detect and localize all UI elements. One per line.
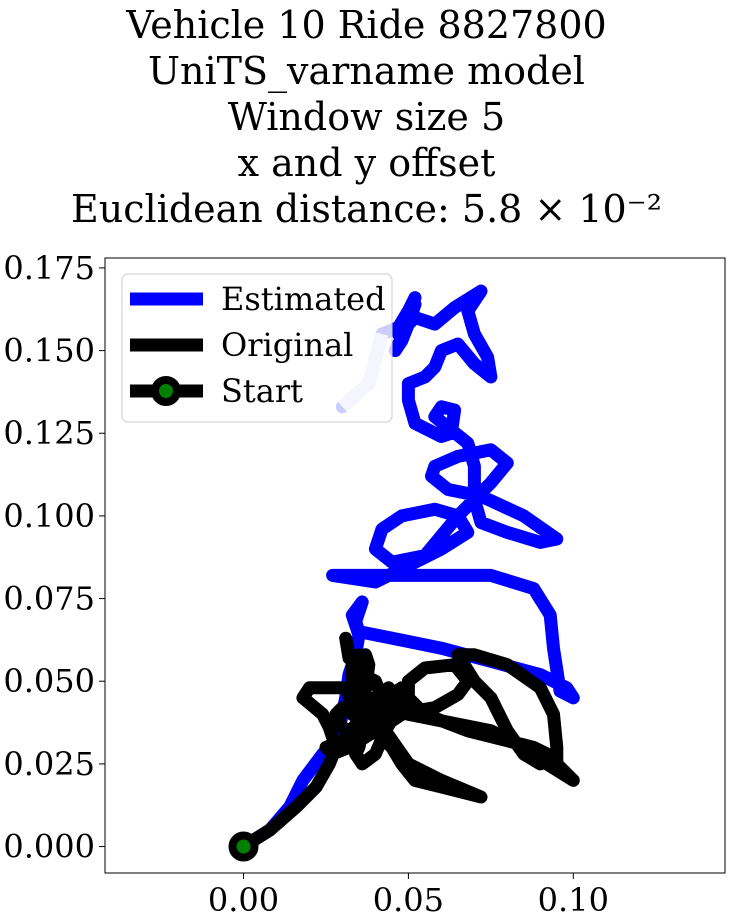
- y-axis: 0.000 0.025 0.050 0.075 0.100 0.125 0.150 0.175: [3, 249, 105, 866]
- y-tick-label: 0.025: [3, 745, 95, 783]
- x-axis: 0.00 0.05 0.10: [208, 873, 609, 919]
- start-marker: [228, 831, 259, 862]
- x-tick-label: 0.10: [538, 881, 609, 919]
- y-tick-label: 0.175: [3, 249, 95, 287]
- series-line-estimated: [237, 284, 580, 853]
- x-tick-label: 0.00: [208, 881, 279, 919]
- y-tick-label: 0.000: [3, 828, 95, 866]
- y-tick-label: 0.050: [3, 662, 95, 700]
- series-line-original: [237, 631, 580, 853]
- x-tick-label: 0.05: [373, 881, 444, 919]
- legend-label-estimated: Estimated: [221, 280, 386, 318]
- y-tick-label: 0.125: [3, 414, 95, 452]
- chart-title: Vehicle 10 Ride 8827800 UniTS_varname mo…: [0, 2, 733, 232]
- title-line-1: Vehicle 10 Ride 8827800: [126, 3, 607, 47]
- y-tick-label: 0.100: [3, 497, 95, 535]
- legend-label-original: Original: [221, 326, 353, 364]
- legend-label-start: Start: [221, 372, 303, 410]
- legend-start-marker: [151, 376, 181, 406]
- y-tick-label: 0.150: [3, 332, 95, 370]
- title-line-4: x and y offset: [237, 141, 496, 185]
- title-line-3: Window size 5: [227, 95, 506, 139]
- title-line-5: Euclidean distance: 5.8 × 10⁻²: [71, 187, 662, 231]
- y-tick-label: 0.075: [3, 580, 95, 618]
- plot-frame: [104, 257, 726, 874]
- title-line-2: UniTS_varname model: [148, 49, 585, 93]
- legend: Estimated Original Start: [121, 273, 393, 423]
